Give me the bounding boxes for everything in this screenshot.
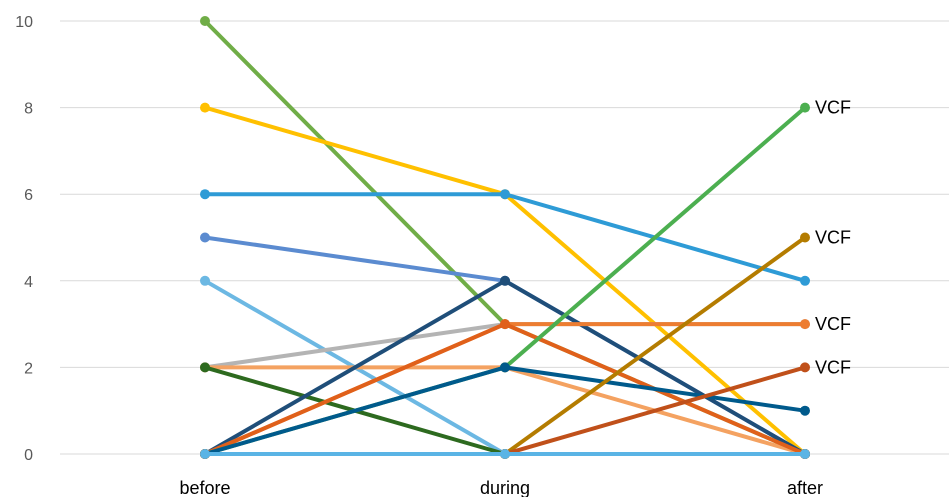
data-point [200, 449, 210, 459]
series-line [203, 365, 807, 456]
series-line [203, 365, 807, 456]
data-point [500, 319, 510, 330]
y-tick-label: 4 [24, 274, 33, 291]
data-point [200, 275, 210, 286]
data-point [800, 405, 810, 416]
annotations: VCF VCF VCF VCF [815, 98, 851, 378]
x-tick-label: before [179, 478, 230, 497]
series-9 [200, 319, 810, 459]
data-point [200, 362, 210, 373]
y-tick-label: 0 [24, 447, 33, 464]
series-3 [200, 232, 810, 459]
series-line [203, 365, 807, 456]
series-13 [200, 232, 810, 459]
annotation-label: VCF [815, 98, 851, 118]
data-point [500, 275, 510, 286]
data-point [800, 362, 810, 373]
annotation-label: VCF [815, 357, 851, 377]
data-point [200, 189, 210, 200]
data-point [800, 232, 810, 243]
data-point [200, 232, 210, 243]
data-point [500, 189, 510, 200]
series-lines [200, 16, 810, 459]
series-2 [200, 189, 810, 286]
data-point [800, 275, 810, 286]
data-point [800, 102, 810, 113]
series-line [203, 365, 807, 456]
y-tick-label: 2 [24, 360, 33, 377]
x-tick-label: during [480, 478, 530, 497]
x-tick-label: after [787, 478, 823, 497]
y-tick-label: 10 [15, 14, 33, 31]
series-15 [200, 449, 810, 459]
y-axis-tick-labels: 0 2 4 6 8 10 [15, 14, 33, 464]
data-point [800, 319, 810, 330]
series-line [203, 322, 807, 456]
data-point [500, 362, 510, 373]
y-tick-label: 6 [24, 187, 33, 204]
x-axis-tick-labels: before during after [179, 478, 823, 497]
data-point [200, 102, 210, 113]
data-point [200, 16, 210, 26]
series-line [203, 235, 807, 456]
data-point [800, 449, 810, 459]
series-line [203, 235, 807, 456]
series-line [203, 19, 807, 456]
annotation-label: VCF [815, 314, 851, 334]
series-10 [200, 319, 810, 459]
y-tick-label: 8 [24, 101, 33, 118]
series-line [203, 192, 807, 283]
series-line [203, 322, 807, 456]
data-point [500, 449, 510, 459]
annotation-label: VCF [815, 228, 851, 248]
